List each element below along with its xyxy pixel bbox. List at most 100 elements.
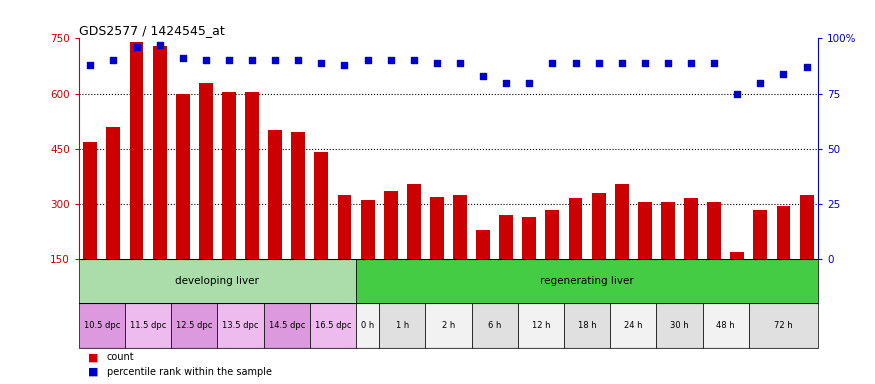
Text: ■: ■ (88, 352, 98, 362)
Text: count: count (107, 352, 135, 362)
Bar (545, 210, 559, 314)
Text: 0 h: 0 h (361, 321, 374, 330)
Bar (776, 206, 790, 314)
Text: 30 h: 30 h (670, 321, 689, 330)
Point (360, 58, 374, 64)
Bar (125, 303, 172, 348)
Bar (79, 259, 356, 303)
Bar (453, 195, 467, 314)
Bar (310, 303, 356, 348)
Bar (518, 303, 564, 348)
Bar (130, 42, 144, 314)
Text: 10.5 dpc: 10.5 dpc (84, 321, 120, 330)
Point (407, 58, 421, 64)
Bar (638, 202, 652, 314)
Point (638, 60, 652, 66)
Point (545, 60, 559, 66)
Point (107, 58, 121, 64)
Bar (684, 199, 698, 314)
Text: 2 h: 2 h (442, 321, 455, 330)
Bar (199, 83, 213, 314)
Bar (430, 197, 444, 314)
Bar (222, 92, 236, 314)
Bar (569, 199, 583, 314)
Bar (107, 127, 121, 314)
Point (268, 58, 282, 64)
Bar (753, 210, 767, 314)
Bar (79, 303, 125, 348)
Text: GDS2577 / 1424545_at: GDS2577 / 1424545_at (79, 24, 225, 37)
Point (569, 60, 583, 66)
Text: 1 h: 1 h (396, 321, 409, 330)
Text: 18 h: 18 h (578, 321, 597, 330)
Text: 72 h: 72 h (774, 321, 793, 330)
Point (83, 62, 97, 68)
Point (383, 58, 397, 64)
Bar (291, 132, 305, 314)
Bar (500, 215, 513, 314)
Point (731, 91, 745, 97)
Point (152, 42, 166, 48)
Text: 24 h: 24 h (624, 321, 642, 330)
Bar (425, 303, 472, 348)
Text: 11.5 dpc: 11.5 dpc (130, 321, 166, 330)
Point (684, 60, 698, 66)
Bar (269, 131, 282, 314)
Text: 14.5 dpc: 14.5 dpc (269, 321, 304, 330)
Bar (522, 217, 536, 314)
Bar (707, 202, 721, 314)
Bar (610, 303, 656, 348)
Bar (731, 252, 744, 314)
Text: 13.5 dpc: 13.5 dpc (222, 321, 259, 330)
Bar (749, 303, 818, 348)
Point (592, 60, 605, 66)
Bar (384, 191, 397, 314)
Text: 16.5 dpc: 16.5 dpc (315, 321, 351, 330)
Bar (360, 200, 374, 314)
Bar (245, 92, 259, 314)
Text: 6 h: 6 h (488, 321, 501, 330)
Bar (407, 184, 421, 314)
Bar (217, 303, 263, 348)
Point (776, 71, 790, 77)
Bar (172, 303, 217, 348)
Bar (800, 195, 814, 314)
Bar (83, 142, 97, 314)
Bar (338, 195, 352, 314)
Bar (615, 184, 628, 314)
Text: percentile rank within the sample: percentile rank within the sample (107, 367, 272, 377)
Bar (472, 303, 518, 348)
Point (291, 58, 305, 64)
Point (615, 60, 629, 66)
Bar (153, 46, 166, 314)
Point (199, 58, 213, 64)
Text: regenerating liver: regenerating liver (540, 276, 634, 286)
Bar (263, 303, 310, 348)
Text: 12.5 dpc: 12.5 dpc (176, 321, 213, 330)
Point (314, 60, 328, 66)
Point (661, 60, 675, 66)
Point (522, 79, 536, 86)
Text: ■: ■ (88, 367, 98, 377)
Point (753, 79, 767, 86)
Bar (564, 303, 610, 348)
Point (222, 58, 236, 64)
Bar (356, 259, 818, 303)
Point (476, 73, 490, 79)
Bar (656, 303, 703, 348)
Point (338, 62, 352, 68)
Point (176, 55, 190, 61)
Text: 12 h: 12 h (532, 321, 550, 330)
Point (500, 79, 514, 86)
Point (453, 60, 467, 66)
Bar (592, 193, 605, 314)
Text: 48 h: 48 h (717, 321, 735, 330)
Point (800, 64, 814, 70)
Point (130, 44, 144, 50)
Point (430, 60, 444, 66)
Point (245, 58, 259, 64)
Bar (176, 94, 190, 314)
Bar (476, 230, 490, 314)
Bar (703, 303, 749, 348)
Bar (661, 202, 675, 314)
